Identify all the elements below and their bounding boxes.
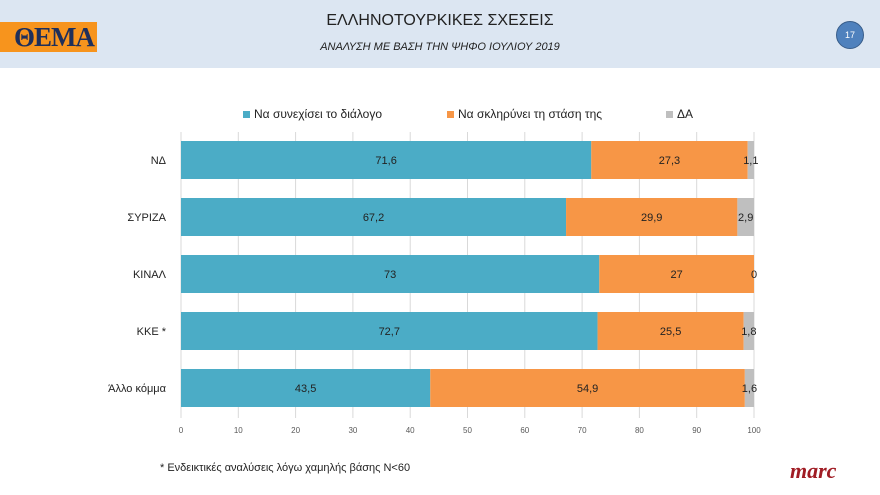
bar-segment [181, 255, 600, 293]
data-label: 54,9 [577, 383, 598, 395]
bar-segment [430, 369, 745, 407]
legend-label: Να συνεχίσει το διάλογο [254, 107, 383, 121]
legend-label: ΔΑ [677, 107, 694, 121]
legend-swatch [666, 110, 673, 118]
bar-segment [747, 141, 754, 179]
legend-swatch [447, 110, 454, 118]
bar-segment [181, 312, 598, 350]
x-tick-label: 0 [179, 426, 184, 435]
data-label: 0 [751, 269, 757, 281]
data-label: 71,6 [375, 155, 396, 167]
data-label: 43,5 [295, 383, 316, 395]
bar-segment [743, 312, 754, 350]
data-label: 27,3 [659, 155, 680, 167]
x-tick-label: 90 [692, 426, 701, 435]
x-tick-label: 40 [406, 426, 415, 435]
category-label: ΣΥΡΙΖΑ [127, 212, 166, 224]
data-label: 1,6 [742, 383, 757, 395]
bar-segment [591, 141, 748, 179]
legend-item-continue: Να συνεχίσει το διάλογο [243, 107, 382, 121]
x-tick-label: 50 [463, 426, 472, 435]
category-label: Άλλο κόμμα [108, 383, 167, 395]
bar-segment [599, 255, 754, 293]
marc-logo: marc [790, 458, 837, 483]
page-number-badge: 17 [836, 21, 864, 49]
data-label: 67,2 [363, 212, 384, 224]
data-label: 1,1 [743, 155, 758, 167]
bar-segment [597, 312, 744, 350]
x-tick-label: 60 [520, 426, 529, 435]
legend-item-dk: ΔΑ [666, 107, 693, 121]
legend-item-harden: Να σκληρύνει τη στάση της [447, 107, 602, 121]
x-tick-label: 100 [747, 426, 761, 435]
bar-segment [181, 141, 592, 179]
page-subtitle: ΑΝΑΛΥΣΗ ΜΕ ΒΑΣΗ ΤΗΝ ΨΗΦΟ ΙΟΥΛΙΟΥ 2019 [320, 41, 560, 53]
data-label: 25,5 [660, 326, 681, 338]
x-tick-label: 70 [578, 426, 587, 435]
bar-segment [181, 369, 431, 407]
data-label: 2,9 [738, 212, 753, 224]
legend-swatch [243, 110, 250, 118]
data-label: 27 [671, 269, 683, 281]
bar-segment [181, 198, 567, 236]
header-band: ΘΕΜΑ ΕΛΛΗΝΟΤΟΥΡΚΙΚΕΣ ΣΧΕΣΕΙΣ ΑΝΑΛΥΣΗ ΜΕ … [0, 0, 880, 68]
page-title: ΕΛΛΗΝΟΤΟΥΡΚΙΚΕΣ ΣΧΕΣΕΙΣ [326, 12, 554, 29]
x-tick-label: 30 [348, 426, 357, 435]
x-tick-label: 10 [234, 426, 243, 435]
x-tick-label: 20 [291, 426, 300, 435]
data-label: 29,9 [641, 212, 662, 224]
bar-segment [744, 369, 754, 407]
category-label: ΝΔ [151, 155, 167, 167]
x-tick-label: 80 [635, 426, 644, 435]
footnote: * Ενδεικτικές αναλύσεις λόγω χαμηλής βάσ… [160, 462, 411, 474]
category-label: ΚΙΝΑΛ [133, 269, 167, 281]
data-label: 1,8 [741, 326, 756, 338]
logo: ΘΕΜΑ [0, 22, 97, 52]
data-label: 73 [384, 269, 396, 281]
legend-label: Να σκληρύνει τη στάση της [458, 107, 603, 121]
bar-segment [566, 198, 738, 236]
data-label: 72,7 [379, 326, 400, 338]
category-label: ΚΚΕ * [137, 326, 167, 338]
bar-segment [737, 198, 754, 236]
